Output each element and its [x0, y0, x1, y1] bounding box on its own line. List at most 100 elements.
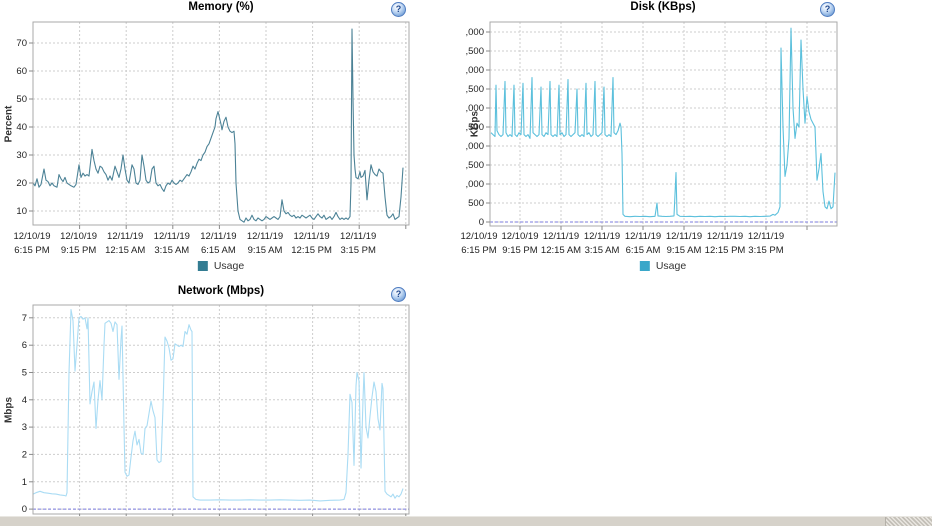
y-tick-label: 60 — [16, 66, 27, 77]
legend-label: Usage — [655, 260, 687, 272]
x-tick-label: 12/11/19 12:15 AM — [105, 230, 145, 257]
x-tick-date: 12/10/19 — [460, 231, 498, 242]
x-tick-time: 9:15 PM — [60, 244, 97, 256]
y-tick-label: 3,500 — [466, 84, 484, 95]
x-tick-time: 3:15 PM — [748, 244, 784, 256]
x-tick-time: 6:15 AM — [200, 244, 236, 256]
help-icon[interactable]: ? — [820, 2, 835, 17]
help-icon[interactable]: ? — [391, 287, 406, 302]
network-y-axis-label: Mbps — [3, 396, 15, 424]
x-tick-time: 12:15 AM — [540, 244, 582, 256]
x-tick-time: 9:15 AM — [247, 244, 283, 256]
memory-chart-title: Memory (%) — [188, 1, 254, 13]
x-tick-label: 12/10/19 9:15 PM — [60, 230, 97, 257]
disk-chart: 0 500 1,000 1,500 2,000 2,500 3,000 3,500 4,000 4… — [461, 0, 932, 282]
x-tick-date: 12/10/19 — [60, 231, 98, 242]
x-tick-date: 12/11/19 — [542, 231, 580, 242]
x-tick-date: 12/11/19 — [706, 231, 744, 242]
memory-plot-canvas: 10 20 30 40 50 60 70 — [16, 21, 410, 229]
x-tick-date: 12/11/19 — [624, 231, 662, 242]
y-tick-label: 7 — [22, 313, 27, 324]
x-tick-time: 3:15 PM — [340, 244, 376, 256]
x-tick-label: 12/11/19 3:15 AM — [154, 230, 190, 257]
x-tick-label: 12/11/19 3:15 AM — [584, 230, 620, 257]
x-tick-time: 12:15 AM — [105, 244, 146, 256]
x-tick-label: 12/11/19 6:15 AM — [625, 230, 661, 257]
x-tick-date: 12/11/19 — [246, 231, 284, 242]
x-tick-label: 12/11/19 12:15 AM — [541, 230, 581, 257]
y-tick-label: 0 — [22, 504, 27, 515]
disk-plot-canvas: 0 500 1,000 1,500 2,000 2,500 3,000 3,500 4,000 4… — [466, 21, 838, 230]
memory-y-axis-label: Percent — [3, 105, 15, 143]
y-tick-label: 1,500 — [466, 160, 484, 171]
x-tick-date: 12/11/19 — [665, 231, 703, 242]
x-tick-date: 12/11/19 — [340, 231, 377, 242]
x-tick-date: 12/10/19 — [13, 231, 51, 242]
legend-swatch — [197, 261, 208, 271]
x-tick-label: 12/10/19 6:15 PM — [14, 230, 51, 257]
y-tick-label: 50 — [16, 94, 27, 105]
y-tick-label: 4 — [22, 395, 27, 406]
chart-legend: Usage — [197, 260, 245, 272]
y-tick-label: 4,500 — [466, 46, 484, 57]
x-tick-time: 6:15 PM — [14, 244, 50, 256]
network-chart-title: Network (Mbps) — [177, 285, 265, 297]
x-tick-time: 9:15 PM — [502, 244, 538, 256]
x-tick-time: 12:15 PM — [291, 244, 332, 256]
x-tick-label: 12/10/19 9:15 PM — [502, 230, 539, 257]
y-tick-label: 1,000 — [466, 179, 484, 190]
disk-y-axis-label: KBps — [469, 110, 481, 138]
x-tick-time: 3:15 AM — [584, 244, 620, 256]
x-tick-label: 12/10/19 6:15 PM — [461, 230, 498, 257]
y-tick-label: 20 — [16, 178, 27, 189]
help-icon[interactable]: ? — [391, 2, 406, 17]
y-tick-label: 70 — [16, 38, 27, 49]
y-tick-label: 3,000 — [466, 103, 484, 114]
resize-grip[interactable] — [885, 517, 932, 526]
y-tick-label: 2 — [22, 449, 27, 460]
legend-swatch — [639, 261, 650, 271]
y-tick-label: 6 — [22, 340, 27, 351]
y-tick-label: 500 — [468, 198, 484, 209]
legend-label: Usage — [213, 260, 245, 272]
x-tick-date: 12/11/19 — [153, 231, 190, 242]
y-tick-label: 1 — [22, 477, 27, 488]
x-tick-date: 12/11/19 — [293, 231, 330, 242]
y-tick-label: 30 — [16, 150, 27, 161]
x-tick-time: 6:15 AM — [625, 244, 661, 256]
memory-chart: 10 20 30 40 50 60 70 Memory (%) ? Percent 12/1… — [0, 0, 466, 282]
y-tick-label: 10 — [16, 206, 27, 217]
usage-line — [32, 28, 404, 223]
x-tick-label: 12/11/19 3:15 PM — [748, 230, 784, 257]
x-tick-time: 9:15 AM — [666, 244, 702, 256]
y-tick-label: 2,000 — [466, 141, 484, 152]
chart-legend: Usage — [639, 260, 687, 272]
gridlines — [490, 22, 837, 226]
y-tick-label: 40 — [16, 122, 27, 133]
x-tick-time: 12:15 PM — [704, 244, 746, 256]
x-tick-time: 3:15 AM — [154, 244, 190, 256]
x-tick-label: 12/11/19 9:15 AM — [666, 230, 702, 257]
x-tick-date: 12/10/19 — [501, 231, 539, 242]
network-chart: 0 1 2 3 4 5 6 7 Network (Mbps) ? Mbps — [0, 284, 466, 526]
x-tick-label: 12/11/19 6:15 AM — [200, 230, 236, 257]
x-tick-time: 6:15 PM — [461, 244, 497, 256]
y-tick-label: 5 — [22, 368, 27, 379]
x-tick-date: 12/11/19 — [107, 231, 144, 242]
y-tick-label: 2,500 — [466, 122, 484, 133]
x-tick-label: 12/11/19 3:15 PM — [340, 230, 376, 257]
y-tick-label: 4,000 — [466, 65, 484, 76]
usage-line — [32, 309, 404, 502]
y-tick-label: 3 — [22, 422, 27, 433]
axis-ticks — [29, 42, 407, 229]
network-plot-canvas: 0 1 2 3 4 5 6 7 — [22, 304, 410, 518]
usage-line — [490, 27, 836, 218]
horizontal-scrollbar[interactable] — [0, 516, 932, 526]
y-tick-label: 5,000 — [466, 27, 484, 38]
x-tick-label: 12/11/19 12:15 PM — [705, 230, 746, 257]
x-tick-date: 12/11/19 — [583, 231, 621, 242]
x-tick-label: 12/11/19 12:15 PM — [291, 230, 332, 257]
y-tick-label: 0 — [479, 217, 484, 228]
x-tick-label: 12/11/19 9:15 AM — [247, 230, 283, 257]
